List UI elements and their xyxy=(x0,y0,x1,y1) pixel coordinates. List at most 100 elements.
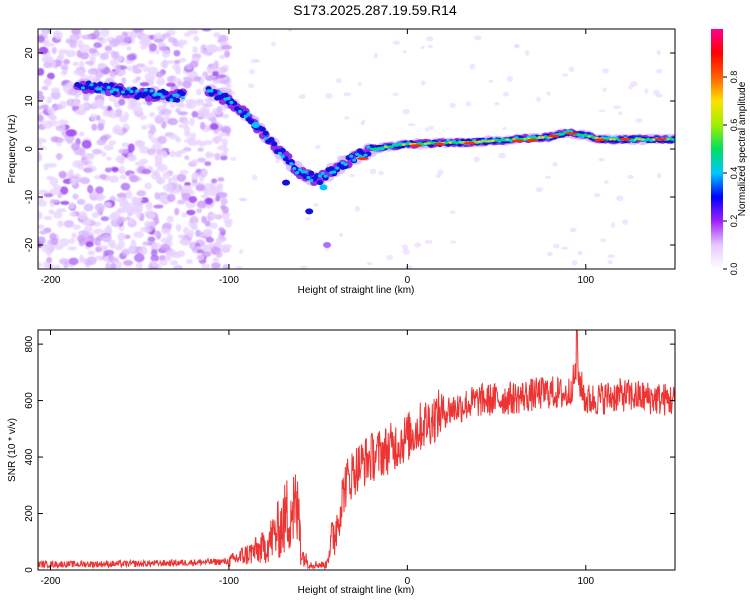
spectrogram-ridge-blob xyxy=(237,109,242,113)
spectrogram-ridge-blob xyxy=(259,126,266,132)
spectrogram-noise-blob xyxy=(70,142,80,151)
spectrogram-noise-blob xyxy=(161,227,171,235)
spectrogram-x-tick-label: -100 xyxy=(219,275,239,286)
spectrogram-core-blob xyxy=(594,136,599,140)
spectrogram-noise-blob xyxy=(212,257,220,264)
spectrogram-noise-blob xyxy=(76,198,86,205)
spectrogram-noise-blob xyxy=(184,155,190,161)
spectrogram-ridge-blob xyxy=(175,93,180,97)
spectrogram-noise-blob xyxy=(100,29,110,37)
spectrogram-noise-blob xyxy=(186,209,196,216)
spectrogram-ridge-blob xyxy=(180,96,185,100)
spectrogram-noise-blob xyxy=(132,67,142,74)
spectrogram-noise-blob xyxy=(162,184,173,192)
spectrogram-noise-blob xyxy=(200,106,208,114)
spectrogram-noise-blob xyxy=(129,174,139,183)
spectrogram-noise-blob xyxy=(135,76,141,81)
spectrogram-noise-blob xyxy=(79,147,86,157)
spectrogram-noise-blob xyxy=(93,42,103,49)
spectrogram-noise-blob xyxy=(130,239,137,249)
spectrogram-noise-blob xyxy=(53,264,61,269)
spectrogram-noise-blob xyxy=(221,113,230,119)
spectrogram-noise-blob xyxy=(154,217,160,225)
spectrogram-noise-blob xyxy=(211,117,217,125)
spectrogram-noise-blob xyxy=(205,203,214,209)
spectrogram-ridge-blob xyxy=(209,89,214,93)
spectrogram-noise-blob xyxy=(71,232,77,239)
spectrogram-noise-blob xyxy=(46,72,55,80)
spectrogram-noise-blob xyxy=(338,232,344,238)
spectrogram-core-blob xyxy=(498,139,502,142)
spectrogram-noise-blob xyxy=(38,236,46,245)
spectrogram-noise-blob xyxy=(99,52,109,60)
spectrogram-core-blob xyxy=(451,141,456,144)
spectrogram-noise-blob xyxy=(172,174,179,182)
spectrogram-noise-blob xyxy=(38,67,45,76)
spectrogram-core-blob xyxy=(587,135,592,138)
spectrogram-noise-blob xyxy=(120,201,129,207)
spectrogram-ridge-blob xyxy=(100,90,105,94)
spectrogram-noise-blob xyxy=(656,68,663,74)
spectrogram-noise-blob xyxy=(166,233,173,242)
spectrogram-peak-blob xyxy=(565,132,578,136)
spectrogram-noise-blob xyxy=(160,243,171,251)
spectrogram-noise-blob xyxy=(60,200,70,206)
spectrogram-core-blob xyxy=(526,137,531,140)
spectrogram-noise-blob xyxy=(127,103,136,110)
spectrogram-noise-blob xyxy=(119,174,127,180)
spectrogram-noise-blob xyxy=(104,45,113,52)
spectrogram-noise-blob xyxy=(191,110,198,118)
spectrogram-noise-blob xyxy=(115,260,123,269)
spectrogram-noise-blob xyxy=(50,91,61,100)
spectrogram-noise-blob xyxy=(160,60,169,68)
spectrogram-noise-blob xyxy=(215,250,223,258)
spectrogram-noise-blob xyxy=(58,258,70,265)
spectrogram-noise-blob xyxy=(79,176,90,185)
spectrogram-noise-blob xyxy=(118,98,126,106)
spectrogram-noise-blob xyxy=(175,265,181,269)
spectrogram-noise-blob xyxy=(218,132,227,137)
spectrogram-noise-blob xyxy=(115,197,126,203)
spectrogram-noise-blob xyxy=(600,238,606,243)
spectrogram-ridge-blob xyxy=(226,96,231,101)
spectrogram-noise-blob xyxy=(59,186,69,195)
spectrogram-noise-blob xyxy=(386,255,393,261)
spectrogram-noise-blob xyxy=(158,255,167,262)
spectrogram-noise-blob xyxy=(220,204,226,211)
spectrogram-ridge-blob xyxy=(271,141,278,147)
spectrogram-noise-blob xyxy=(187,140,198,146)
spectrogram-noise-blob xyxy=(166,193,176,203)
spectrogram-noise-blob xyxy=(189,60,199,68)
spectrogram-noise-blob xyxy=(114,129,124,135)
spectrogram-noise-blob xyxy=(469,63,476,70)
spectrogram-noise-blob xyxy=(150,254,159,262)
spectrogram-noise-blob xyxy=(140,44,147,50)
spectrogram-noise-blob xyxy=(49,177,59,186)
snr-y-tick-label: 600 xyxy=(24,392,35,409)
spectrogram-noise-blob xyxy=(173,49,181,57)
spectrogram-noise-blob xyxy=(41,85,49,91)
spectrogram-noise-blob xyxy=(220,155,228,161)
spectrogram-noise-blob xyxy=(46,96,52,104)
spectrogram-noise-blob xyxy=(344,116,350,120)
spectrogram-noise-blob xyxy=(195,184,206,192)
spectrogram-noise-blob xyxy=(41,243,52,248)
spectrogram-noise-blob xyxy=(72,224,81,230)
spectrogram-noise-blob xyxy=(126,45,132,51)
spectrogram-image xyxy=(38,29,675,269)
spectrogram-noise-blob xyxy=(139,226,150,232)
spectrogram-noise-blob xyxy=(93,175,102,180)
spectrogram-noise-blob xyxy=(449,102,456,109)
spectrogram-noise-blob xyxy=(69,211,77,217)
spectrogram-peak-blob xyxy=(410,144,423,148)
spectrogram-noise-blob xyxy=(126,65,133,72)
spectrogram-noise-blob xyxy=(189,215,199,225)
spectrogram-noise-blob xyxy=(38,189,49,195)
spectrogram-core-blob xyxy=(559,132,563,136)
spectrogram-core-blob xyxy=(537,136,542,139)
spectrogram-noise-blob xyxy=(101,234,112,243)
spectrogram-noise-blob xyxy=(50,87,61,93)
spectrogram-noise-blob xyxy=(47,106,56,115)
spectrogram-noise-blob xyxy=(121,77,127,84)
